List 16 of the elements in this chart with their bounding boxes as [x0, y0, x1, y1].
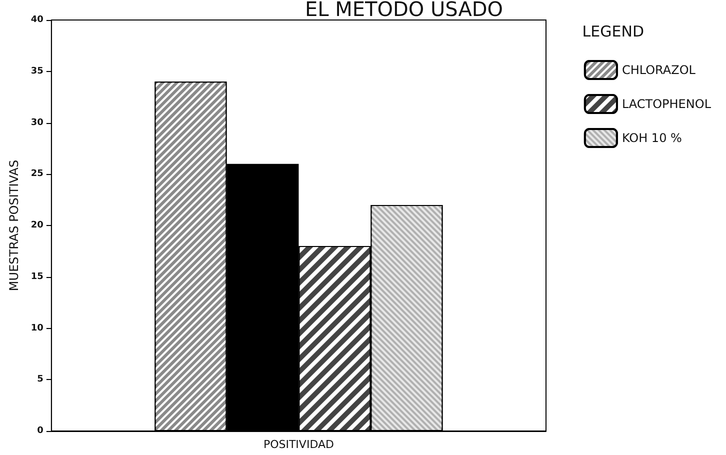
- y-tick-label: 10: [30, 323, 44, 334]
- legend-label: KOH 10 %: [622, 131, 682, 145]
- y-axis-title: MUESTRAS POSITIVAS: [7, 160, 21, 292]
- y-tick-label: 15: [30, 272, 44, 282]
- legend-label: LACTOPHENOL: [622, 97, 712, 111]
- legend-title: LEGEND: [582, 22, 644, 40]
- y-tick-label: 25: [30, 169, 44, 180]
- y-tick-label: 0: [37, 426, 44, 436]
- y-tick-label: 20: [30, 220, 44, 230]
- y-tick-label: 30: [30, 118, 44, 128]
- chart-title: EL METODO USADO: [305, 0, 504, 21]
- y-tick-label: 40: [30, 15, 44, 25]
- y-tick-label: 35: [30, 66, 44, 76]
- y-tick-label: 5: [37, 374, 44, 385]
- x-tick-label: POSITIVIDAD: [263, 438, 334, 451]
- legend-label: CHLORAZOL: [622, 63, 696, 77]
